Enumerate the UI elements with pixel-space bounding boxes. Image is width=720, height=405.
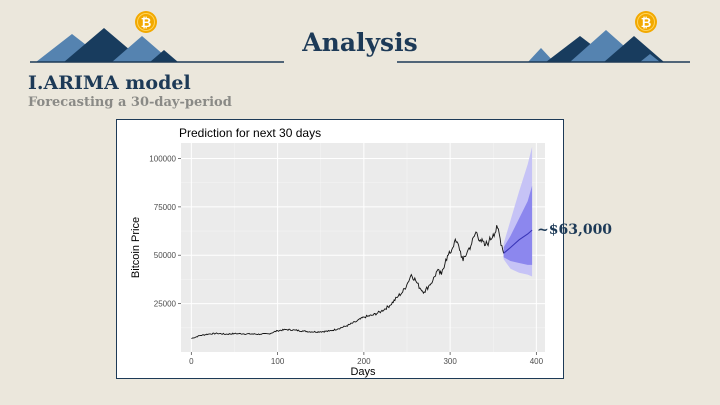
slide-title: Analysis (302, 28, 418, 57)
x-tick-label: 300 (443, 357, 457, 366)
y-tick-label: 75000 (154, 203, 177, 212)
x-tick-label: 100 (271, 357, 285, 366)
coin-symbol: ₿ (141, 16, 152, 31)
mountains-left-icon (36, 28, 178, 62)
history-series-line (191, 225, 505, 339)
y-tick-label: 50000 (154, 251, 177, 260)
bitcoin-coin-left-icon: ₿ (135, 11, 157, 33)
chart-title: Prediction for next 30 days (179, 126, 321, 140)
section-heading: I.ARIMA model (28, 72, 191, 94)
x-tick-label: 200 (357, 357, 371, 366)
x-axis-label: Days (350, 366, 376, 378)
x-tick-label: 0 (189, 357, 194, 366)
x-tick-label: 400 (530, 357, 544, 366)
grid-minor (181, 143, 545, 352)
forecast-chart: Prediction for next 30 days 25000 50000 75… (116, 119, 564, 379)
y-tick-label: 25000 (154, 300, 177, 309)
forecast-80-interval (503, 185, 533, 265)
bitcoin-coin-right-icon: ₿ (635, 11, 657, 33)
mountains-right-icon (528, 30, 664, 62)
y-tick-label: 100000 (149, 154, 176, 163)
forecast-mean-line (503, 229, 533, 254)
coin-symbol: ₿ (641, 16, 652, 31)
plot-panel (181, 143, 545, 352)
y-axis-label: Bitcoin Price (130, 217, 142, 278)
section-subheading: Forecasting a 30-day-period (28, 95, 232, 110)
x-axis-ticks: 0 100 200 300 400 (189, 352, 544, 366)
chart-svg: Prediction for next 30 days 25000 50000 75… (130, 126, 545, 378)
y-axis-ticks: 25000 50000 75000 100000 (149, 154, 181, 309)
forecast-annotation: ~$63,000 (537, 222, 613, 238)
